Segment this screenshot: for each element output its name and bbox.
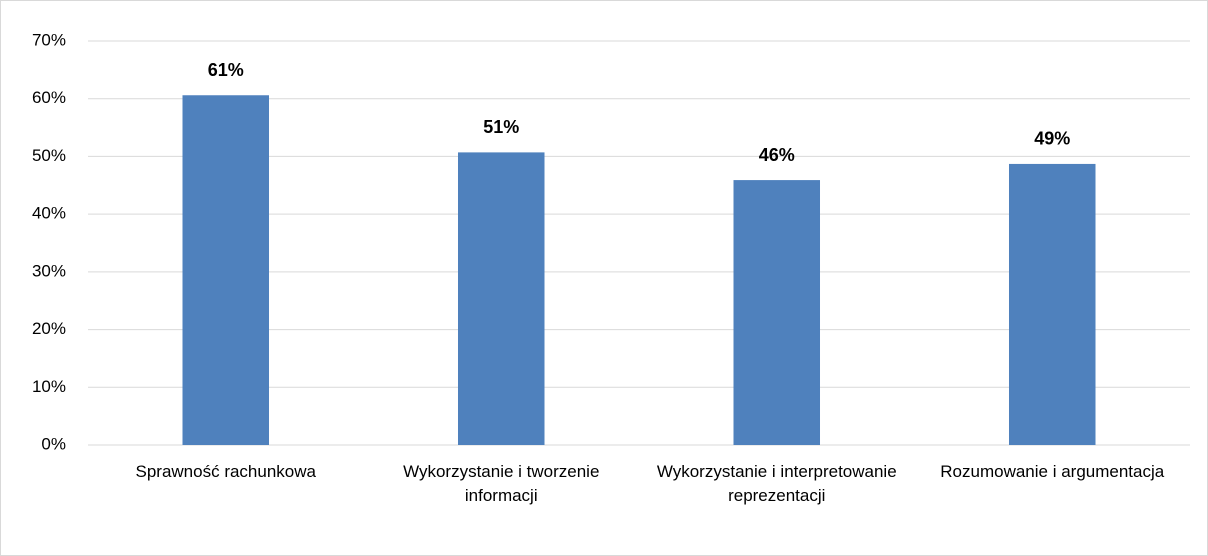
y-tick-label: 70% [32, 30, 66, 49]
x-tick-label: Wykorzystanie i tworzenie informacji [403, 462, 600, 505]
bar [1008, 163, 1096, 445]
data-label: 46% [759, 145, 795, 165]
bar [457, 152, 545, 446]
y-tick-label: 0% [41, 434, 66, 453]
x-tick-label: Rozumowanie i argumentacja [940, 462, 1165, 481]
data-label: 51% [483, 117, 519, 137]
data-label: 61% [208, 60, 244, 80]
data-label: 49% [1034, 129, 1070, 149]
y-tick-label: 20% [32, 319, 66, 338]
y-tick-label: 60% [32, 88, 66, 107]
bar [733, 180, 821, 445]
bar [182, 95, 270, 445]
y-tick-label: 50% [32, 146, 66, 165]
y-tick-label: 40% [32, 204, 66, 223]
x-tick-label: Wykorzystanie i interpretowanie reprezen… [656, 462, 897, 505]
y-tick-label: 10% [32, 377, 66, 396]
y-tick-label: 30% [32, 261, 66, 280]
x-tick-label: Sprawność rachunkowa [135, 462, 316, 481]
